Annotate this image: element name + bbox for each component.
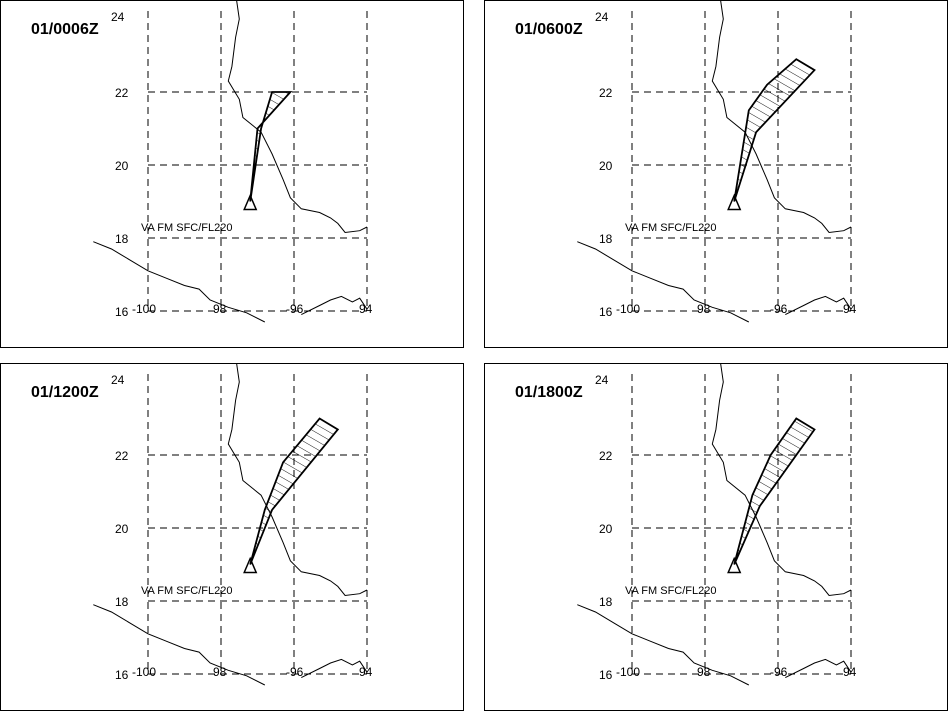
layer-label: VA FM SFC/FL220 xyxy=(625,585,717,597)
ash-plume xyxy=(733,417,816,565)
ash-plume xyxy=(249,91,293,202)
layer-label: VA FM SFC/FL220 xyxy=(625,222,717,234)
lon-label: 94 xyxy=(359,302,373,316)
lat-label: 18 xyxy=(599,232,613,246)
lat-label: 16 xyxy=(599,305,613,319)
panel-2: 16 18 20 22 24 -100 98 -96 94 VA FM SFC/FL220 01/… xyxy=(0,363,464,711)
lat-label: 22 xyxy=(115,449,129,463)
coastline-pacific xyxy=(577,241,750,323)
lon-label: -96 xyxy=(770,302,788,316)
volcano-icon xyxy=(727,556,742,574)
coastline-pacific xyxy=(93,604,266,686)
coastline-gulf xyxy=(711,364,852,597)
volcano-icon xyxy=(727,193,742,211)
lat-label: 20 xyxy=(115,522,129,536)
panel-0: 16 18 20 22 24 -100 98 -96 94 VA FM SFC/FL220 01/… xyxy=(0,0,464,348)
coastline-pacific xyxy=(577,604,750,686)
lat-label: 24 xyxy=(595,373,609,387)
lat-label: 16 xyxy=(599,668,613,682)
lon-label: -100 xyxy=(616,302,640,316)
lat-label: 18 xyxy=(115,232,129,246)
coastline-gulf xyxy=(711,1,852,234)
lat-label: 24 xyxy=(111,373,125,387)
coastline-gulf xyxy=(227,1,368,234)
lon-label: -96 xyxy=(770,665,788,679)
lat-label: 22 xyxy=(599,86,613,100)
panel-3: 16 18 20 22 24 -100 98 -96 94 VA FM SFC/FL220 01/… xyxy=(484,363,948,711)
volcano-icon xyxy=(243,193,258,211)
coastline-tehuantepec xyxy=(785,295,852,316)
coastline-tehuantepec xyxy=(785,658,852,679)
lat-label: 22 xyxy=(599,449,613,463)
panel-title-0: 01/0006Z xyxy=(31,21,99,38)
lon-label: 94 xyxy=(359,665,373,679)
lat-label: 20 xyxy=(599,159,613,173)
panel-1: 16 18 20 22 24 -100 98 -96 94 VA FM SFC/FL220 01/… xyxy=(484,0,948,348)
coastline-pacific xyxy=(93,241,266,323)
lat-label: 16 xyxy=(115,305,129,319)
coastline-tehuantepec xyxy=(301,658,368,679)
layer-label: VA FM SFC/FL220 xyxy=(141,585,233,597)
lon-label: -100 xyxy=(616,665,640,679)
lon-label: -100 xyxy=(132,665,156,679)
layer-label: VA FM SFC/FL220 xyxy=(141,222,233,234)
volcano-icon xyxy=(243,556,258,574)
lat-label: 22 xyxy=(115,86,129,100)
lon-label: -100 xyxy=(132,302,156,316)
panel-title-3: 01/1800Z xyxy=(515,384,583,401)
lat-label: 20 xyxy=(115,159,129,173)
lat-label: 18 xyxy=(599,595,613,609)
lat-label: 16 xyxy=(115,668,129,682)
panel-title-1: 01/0600Z xyxy=(515,21,583,38)
lon-label: -96 xyxy=(286,665,304,679)
lat-label: 18 xyxy=(115,595,129,609)
lat-label: 24 xyxy=(595,10,609,24)
lat-label: 24 xyxy=(111,10,125,24)
lat-label: 20 xyxy=(599,522,613,536)
lon-label: -96 xyxy=(286,302,304,316)
lon-label: 94 xyxy=(843,302,857,316)
lon-label: 94 xyxy=(843,665,857,679)
ash-plume xyxy=(249,417,340,565)
coastline-tehuantepec xyxy=(301,295,368,316)
panel-title-2: 01/1200Z xyxy=(31,384,99,401)
coastline-gulf xyxy=(227,364,368,597)
ash-plume xyxy=(733,58,816,202)
